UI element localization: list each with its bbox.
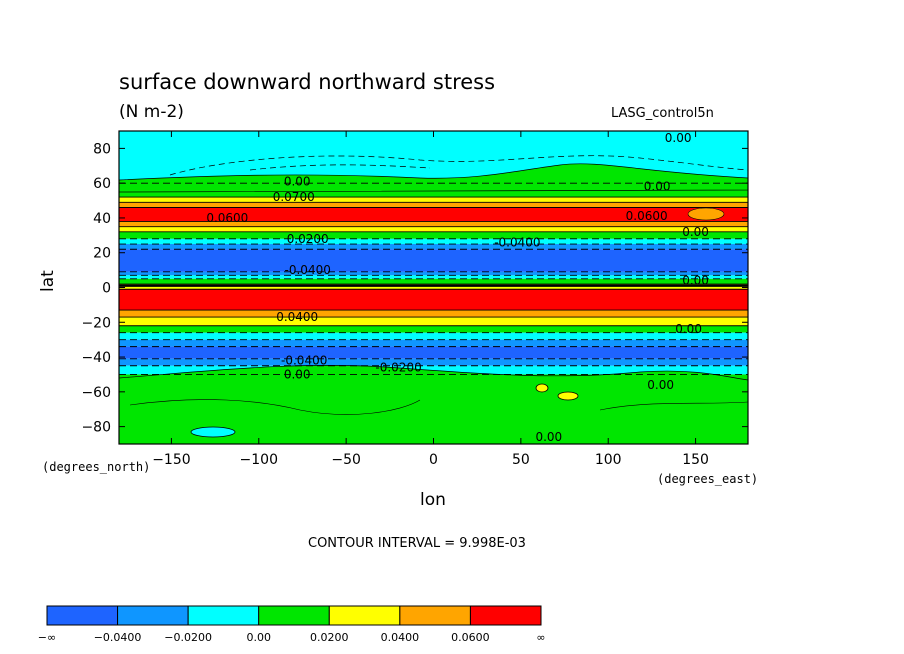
colorbar-label-3: 0.00 xyxy=(246,631,271,644)
colorbar-label-1: −0.0400 xyxy=(94,631,142,644)
contour-label-1: 0.00 xyxy=(284,174,311,188)
colorbar-label-6: 0.0600 xyxy=(451,631,490,644)
contour-label-10: 0.00 xyxy=(682,274,709,288)
band-17 xyxy=(119,317,748,326)
contour-label-15: 0.00 xyxy=(284,367,311,381)
y-tick-label-5: −20 xyxy=(81,315,111,331)
colorbar-label-2: −0.0200 xyxy=(164,631,212,644)
colorbar-swatch-3 xyxy=(258,605,330,626)
band-20 xyxy=(119,339,748,347)
contour-label-13: -0.0400 xyxy=(281,354,327,368)
band-16 xyxy=(119,310,748,318)
colorbar-swatch-0 xyxy=(46,605,119,626)
band-19 xyxy=(119,332,748,340)
band-12 xyxy=(119,275,748,279)
band-6 xyxy=(119,226,748,232)
yellow-patch-2 xyxy=(557,391,579,401)
y-tick-label-6: −40 xyxy=(81,350,111,366)
band-21 xyxy=(119,346,748,359)
band-8 xyxy=(119,238,748,245)
colorbar-label-5: 0.0400 xyxy=(381,631,420,644)
colorbar-swatch-1 xyxy=(117,605,189,626)
dashed-contour-arctic-2 xyxy=(249,164,431,171)
cyan-arctic-patch xyxy=(119,163,748,193)
x-tick-label-6: 150 xyxy=(682,452,709,468)
band-3 xyxy=(119,202,748,208)
y-tick-label-3: 20 xyxy=(93,246,111,262)
contour-label-12: 0.00 xyxy=(675,322,702,336)
y-axis-units: (degrees_north) xyxy=(42,460,151,474)
contour-label-0: 0.00 xyxy=(665,131,692,145)
dataset-name: LASG_control5n xyxy=(611,106,714,121)
chart-title: surface downward northward stress xyxy=(119,70,496,94)
dashed-contour-arctic xyxy=(169,155,748,176)
contour-label-17: 0.00 xyxy=(535,430,562,444)
y-tick-label-0: 80 xyxy=(93,141,111,157)
contour-label-8: -0.0400 xyxy=(494,235,540,249)
cyan-patch-south xyxy=(190,426,236,438)
yellow-patch-1 xyxy=(535,383,549,393)
contour-label-16: 0.00 xyxy=(647,378,674,392)
colorbar-swatch-4 xyxy=(328,605,401,626)
colorbar-swatch-5 xyxy=(399,605,471,626)
colorbar-swatch-2 xyxy=(187,605,260,626)
x-tick-label-1: −100 xyxy=(240,452,278,468)
contour-label-3: 0.0700 xyxy=(273,190,315,204)
y-tick-label-4: 0 xyxy=(102,281,111,297)
thin-contour-south-2 xyxy=(599,401,748,411)
contour-label-5: 0.0600 xyxy=(626,209,668,223)
x-axis-label: lon xyxy=(420,490,446,510)
colorbar-label-0: −∞ xyxy=(38,631,56,644)
band-5 xyxy=(119,221,748,227)
chart-units: (N m-2) xyxy=(119,102,184,122)
y-tick-label-8: −80 xyxy=(81,420,111,436)
contour-label-7: 0.00 xyxy=(682,225,709,239)
colorbar-label-7: ∞ xyxy=(536,631,545,644)
orange-patch-east xyxy=(687,207,725,221)
band-18 xyxy=(119,325,748,333)
contour-interval: CONTOUR INTERVAL = 9.998E-03 xyxy=(308,536,526,551)
colorbar-swatch-6 xyxy=(469,605,542,626)
contour-labels: 0.00 0.00 0.00 0.0700 0.0600 0.0600 0.0200 0.00… xyxy=(206,131,709,444)
y-tick-label-2: 40 xyxy=(93,211,111,227)
contour-label-4: 0.0600 xyxy=(206,211,248,225)
x-tick-label-5: 100 xyxy=(595,452,622,468)
colorbar-label-4: 0.0200 xyxy=(310,631,349,644)
x-tick-label-0: −150 xyxy=(152,452,190,468)
x-tick-label-2: −50 xyxy=(331,452,361,468)
band-4 xyxy=(119,207,748,222)
x-tick-label-4: 50 xyxy=(512,452,530,468)
contour-label-11: 0.0400 xyxy=(276,310,318,324)
colorbar: −∞ −0.0400 −0.0200 0.00 0.0200 0.0400 0.0600 ∞ xyxy=(38,605,546,644)
band-2 xyxy=(119,197,748,203)
y-axis-ticks: 80 60 40 20 0 −20 −40 −60 −80 xyxy=(81,141,748,436)
band-13 xyxy=(119,278,748,285)
contour-label-2: 0.00 xyxy=(644,180,671,194)
x-axis-ticks: −150 −100 −50 0 50 100 150 xyxy=(152,131,709,468)
x-axis-units: (degrees_east) xyxy=(657,472,759,486)
contour-label-9: -0.0400 xyxy=(285,263,331,277)
contour-label-6: 0.0200 xyxy=(287,232,329,246)
band-9 xyxy=(119,244,748,250)
x-tick-label-3: 0 xyxy=(429,452,438,468)
band-15 xyxy=(119,289,748,311)
thin-contour-south-1 xyxy=(129,399,421,415)
y-tick-label-1: 60 xyxy=(93,176,111,192)
zonal-contour-lines xyxy=(119,182,748,375)
band-11 xyxy=(119,271,748,276)
band-10 xyxy=(119,249,748,272)
band-22 xyxy=(119,358,748,366)
band-7 xyxy=(119,231,748,239)
contour-label-14: -0.0200 xyxy=(375,360,421,374)
y-tick-label-7: −60 xyxy=(81,385,111,401)
